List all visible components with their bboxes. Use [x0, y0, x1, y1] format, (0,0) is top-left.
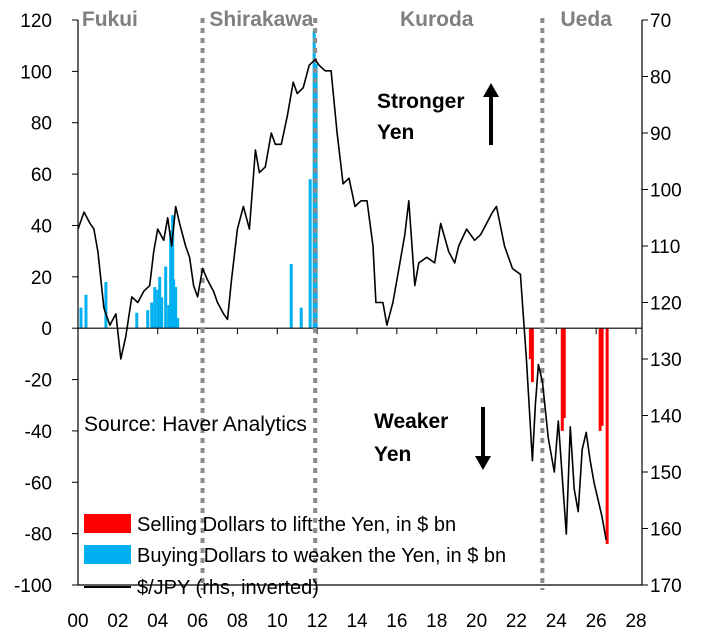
buying-bar — [79, 307, 83, 329]
stronger-label-line1: Stronger — [377, 90, 465, 113]
buying-bar — [160, 297, 164, 329]
right-tick-label: 90 — [650, 124, 671, 145]
left-tick-label: 40 — [31, 216, 52, 237]
left-tick-label: -100 — [14, 576, 52, 597]
buying-bar — [84, 294, 88, 329]
down-arrow-icon — [475, 407, 491, 470]
stronger-label-line2: Yen — [377, 121, 414, 144]
x-tick-label: 06 — [187, 611, 208, 632]
weaker-label-line2: Yen — [374, 443, 411, 466]
left-tick-label: 80 — [31, 114, 52, 135]
x-tick-label: 10 — [267, 611, 288, 632]
buying-bar — [289, 263, 293, 329]
buying-bar — [158, 276, 162, 329]
governor-label: Fukui — [82, 8, 138, 31]
left-tick-label: -80 — [25, 525, 52, 546]
left-tick-label: 0 — [41, 319, 52, 340]
legend-swatch-selling — [84, 514, 131, 533]
buying-bar — [176, 317, 180, 329]
right-tick-label: 170 — [650, 576, 682, 597]
right-tick-label: 80 — [650, 68, 671, 89]
buying-bar — [167, 305, 171, 329]
x-tick-label: 04 — [147, 611, 169, 632]
x-tick-label: 18 — [426, 611, 447, 632]
buying-bar — [169, 230, 173, 329]
buying-bar — [308, 179, 312, 329]
left-tick-label: 100 — [20, 62, 52, 83]
legend-label-selling: Selling Dollars to lift the Yen, in $ bn — [137, 514, 456, 536]
right-tick-label: 120 — [650, 294, 682, 315]
legend-swatch-buying — [84, 545, 131, 564]
governor-label: Kuroda — [400, 8, 474, 31]
source-note: Source: Haver Analytics — [84, 413, 307, 436]
buying-bar — [314, 63, 318, 329]
selling-bar — [530, 328, 534, 383]
bars-layer — [79, 30, 609, 544]
legend-label-line: $/JPY (rhs, inverted) — [137, 577, 319, 599]
buying-bar — [153, 287, 157, 329]
x-tick-label: 26 — [586, 611, 607, 632]
buying-bar — [150, 302, 154, 329]
buying-bar — [171, 215, 175, 329]
x-tick-label: 16 — [386, 611, 407, 632]
x-tick-label: 22 — [506, 611, 527, 632]
governor-label: Ueda — [561, 8, 613, 31]
selling-bar — [562, 328, 566, 419]
governor-labels: Fukui Shirakawa Kuroda Ueda — [82, 8, 612, 31]
selling-bar — [605, 328, 609, 544]
selling-bar — [598, 328, 602, 431]
x-tick-label: 02 — [107, 611, 128, 632]
selling-bar — [560, 328, 564, 431]
buying-bar — [172, 279, 176, 329]
usdjpy-line — [77, 58, 607, 540]
legend-label-buying: Buying Dollars to weaken the Yen, in $ b… — [137, 545, 506, 567]
buying-bar — [299, 307, 303, 329]
weaker-label-line1: Weaker — [374, 410, 448, 433]
x-tick-label: 00 — [67, 611, 88, 632]
buying-bar — [164, 266, 168, 329]
left-tick-label: -60 — [25, 473, 52, 494]
left-tick-label: 60 — [31, 165, 52, 186]
right-tick-label: 150 — [650, 463, 682, 484]
line-layer — [77, 58, 607, 540]
buying-bar — [146, 310, 150, 329]
left-tick-label: -20 — [25, 371, 52, 392]
buying-bar — [135, 312, 139, 329]
x-tick-label: 14 — [346, 611, 368, 632]
right-tick-label: 140 — [650, 407, 682, 428]
x-tick-label: 20 — [466, 611, 487, 632]
right-tick-label: 100 — [650, 181, 682, 202]
governor-label: Shirakawa — [209, 8, 313, 31]
selling-bar — [600, 328, 604, 426]
selling-bar — [528, 328, 532, 359]
axes-layer — [72, 18, 648, 590]
buying-bar — [174, 287, 178, 329]
ticks-layer: 120100806040200-20-40-60-80-100708090100… — [14, 11, 682, 632]
up-arrow-icon — [483, 83, 499, 145]
legend: Selling Dollars to lift the Yen, in $ bn… — [84, 514, 506, 599]
x-tick-label: 12 — [307, 611, 328, 632]
right-tick-label: 110 — [650, 237, 680, 258]
right-tick-label: 130 — [650, 350, 682, 371]
x-tick-label: 28 — [625, 611, 646, 632]
buying-bar — [104, 281, 108, 329]
right-tick-label: 70 — [650, 11, 671, 32]
left-tick-label: 20 — [31, 268, 52, 289]
right-tick-label: 160 — [650, 520, 682, 541]
x-tick-label: 24 — [546, 611, 568, 632]
x-tick-label: 08 — [227, 611, 248, 632]
buying-bar — [156, 289, 160, 329]
left-tick-label: 120 — [20, 11, 52, 32]
left-tick-label: -40 — [25, 422, 52, 443]
